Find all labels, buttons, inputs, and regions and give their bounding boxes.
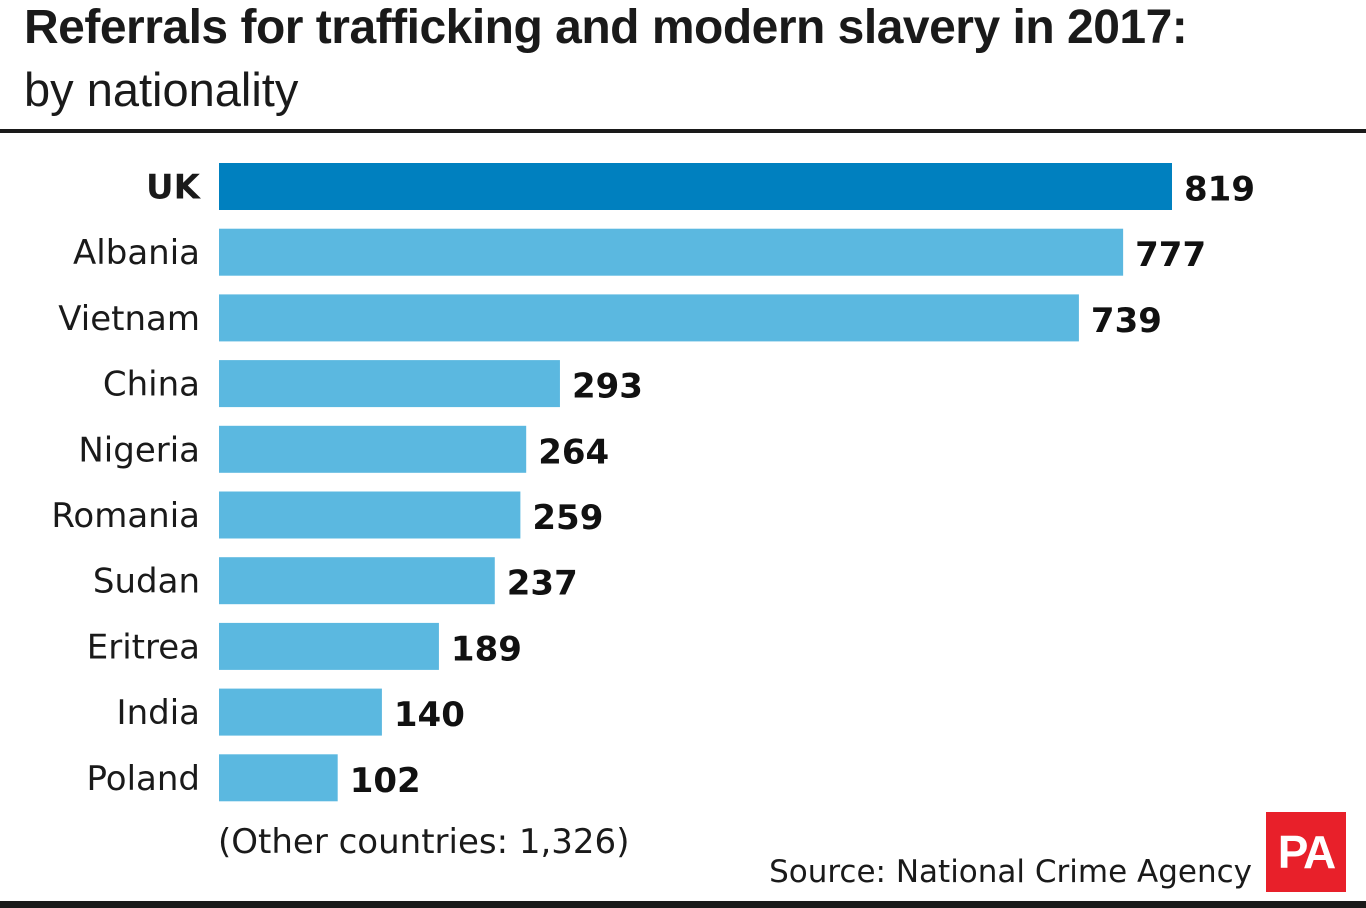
value-labels-group: 819 777 739 293 264 259 237 189 140 102 [350, 170, 1255, 801]
other-countries-note: (Other countries: 1,326) [218, 822, 630, 862]
category-label-uk: UK [146, 168, 202, 208]
category-label-sudan: Sudan [93, 562, 200, 602]
value-label-poland: 102 [350, 761, 421, 801]
value-label-uk: 819 [1184, 170, 1255, 210]
value-label-india: 140 [394, 695, 465, 735]
bars-group [219, 163, 1172, 802]
chart-title: Referrals for trafficking and modern sla… [24, 1, 1188, 54]
pa-logo: PA [1266, 812, 1346, 892]
value-label-romania: 259 [532, 498, 603, 538]
category-label-eritrea: Eritrea [87, 627, 200, 667]
value-label-nigeria: 264 [538, 432, 609, 472]
bar-india [219, 688, 382, 736]
bar-romania [219, 491, 521, 539]
value-label-albania: 777 [1135, 235, 1206, 275]
value-label-china: 293 [572, 367, 643, 407]
bar-albania [219, 228, 1124, 276]
value-label-sudan: 237 [507, 564, 578, 604]
category-label-poland: Poland [86, 759, 200, 799]
bar-eritrea [219, 622, 439, 670]
category-label-china: China [103, 365, 200, 405]
bar-vietnam [219, 294, 1079, 342]
bar-nigeria [219, 425, 527, 473]
category-label-nigeria: Nigeria [78, 430, 200, 470]
category-labels-group: UK Albania Vietnam China Nigeria Romania Sudan… [51, 168, 201, 799]
source-credit: Source: National Crime Agency [769, 854, 1252, 890]
category-label-romania: Romania [51, 496, 200, 536]
bar-uk [219, 163, 1172, 210]
category-label-albania: Albania [73, 233, 200, 273]
bar-sudan [219, 557, 495, 605]
value-label-eritrea: 189 [451, 629, 522, 669]
category-label-vietnam: Vietnam [58, 299, 200, 339]
value-label-vietnam: 739 [1091, 301, 1162, 341]
header-divider [0, 129, 1366, 133]
category-label-india: India [117, 693, 200, 733]
footer-divider [0, 901, 1366, 908]
bar-china [219, 360, 560, 408]
bar-poland [219, 754, 338, 802]
chart-subtitle: by nationality [24, 63, 299, 116]
